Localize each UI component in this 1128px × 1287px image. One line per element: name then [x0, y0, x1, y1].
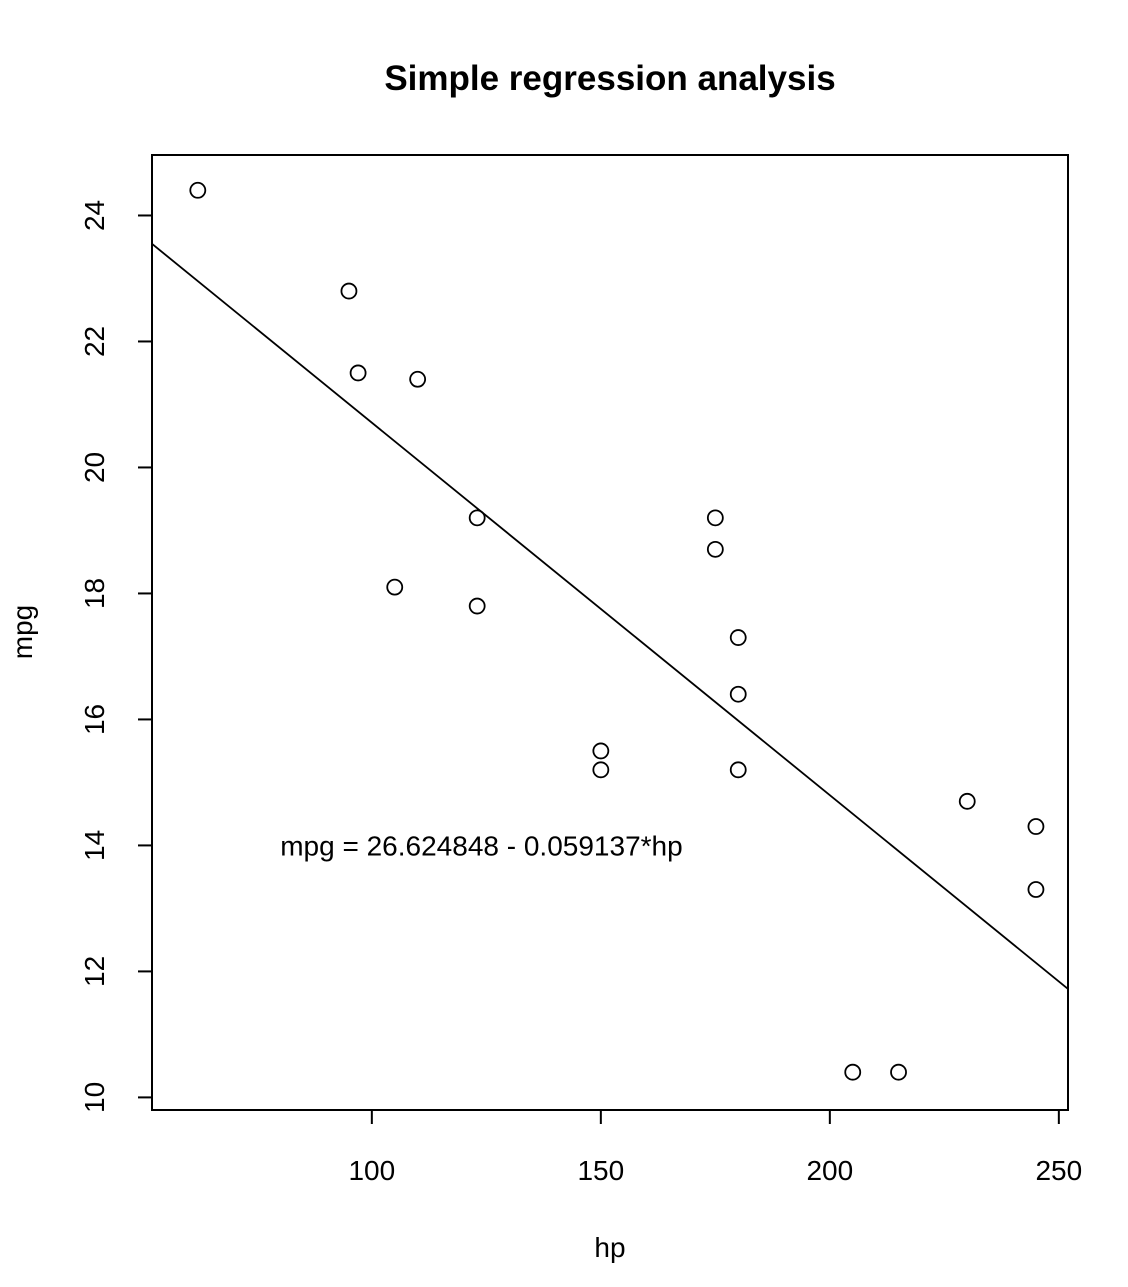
data-point: [1027, 818, 1045, 835]
data-point: [844, 1063, 862, 1081]
y-tick-label: 10: [79, 1082, 110, 1113]
regression-layer: [151, 243, 1069, 990]
x-tick-label: 200: [806, 1155, 853, 1186]
y-tick-label: 18: [79, 578, 110, 609]
data-point: [468, 509, 486, 527]
data-point: [706, 509, 724, 527]
regression-equation: mpg = 26.624848 - 0.059137*hp: [280, 830, 682, 861]
y-axis-label: mpg: [7, 605, 38, 659]
data-point: [340, 282, 358, 300]
plot-frame: [151, 154, 1069, 1111]
points-layer: [189, 181, 1045, 1081]
data-point: [1027, 881, 1045, 898]
y-tick-label: 16: [79, 704, 110, 735]
y-tick-label: 22: [79, 326, 110, 357]
data-point: [189, 181, 207, 199]
data-point: [706, 540, 724, 558]
data-point: [729, 685, 747, 703]
y-tick-label: 24: [79, 200, 110, 231]
data-point: [958, 792, 976, 810]
x-tick-label: 100: [348, 1155, 395, 1186]
data-point: [349, 364, 367, 382]
data-point: [592, 742, 610, 760]
y-axis: 10 12 14 16 18 20 22 24: [79, 200, 153, 1113]
x-tick-label: 250: [1035, 1155, 1082, 1186]
x-axis: 100 150 200 250: [348, 1109, 1082, 1186]
x-axis-label: hp: [594, 1232, 625, 1263]
y-tick-label: 12: [79, 956, 110, 987]
y-tick-label: 20: [79, 452, 110, 483]
data-point: [592, 761, 610, 779]
data-point: [409, 370, 427, 388]
y-tick-label: 14: [79, 830, 110, 861]
data-point: [729, 761, 747, 779]
chart-title: Simple regression analysis: [384, 59, 835, 98]
x-tick-label: 150: [577, 1155, 624, 1186]
data-point: [386, 578, 404, 596]
regression-line: [151, 243, 1069, 990]
data-point: [468, 597, 486, 615]
data-point: [890, 1063, 907, 1081]
data-point: [729, 629, 747, 646]
